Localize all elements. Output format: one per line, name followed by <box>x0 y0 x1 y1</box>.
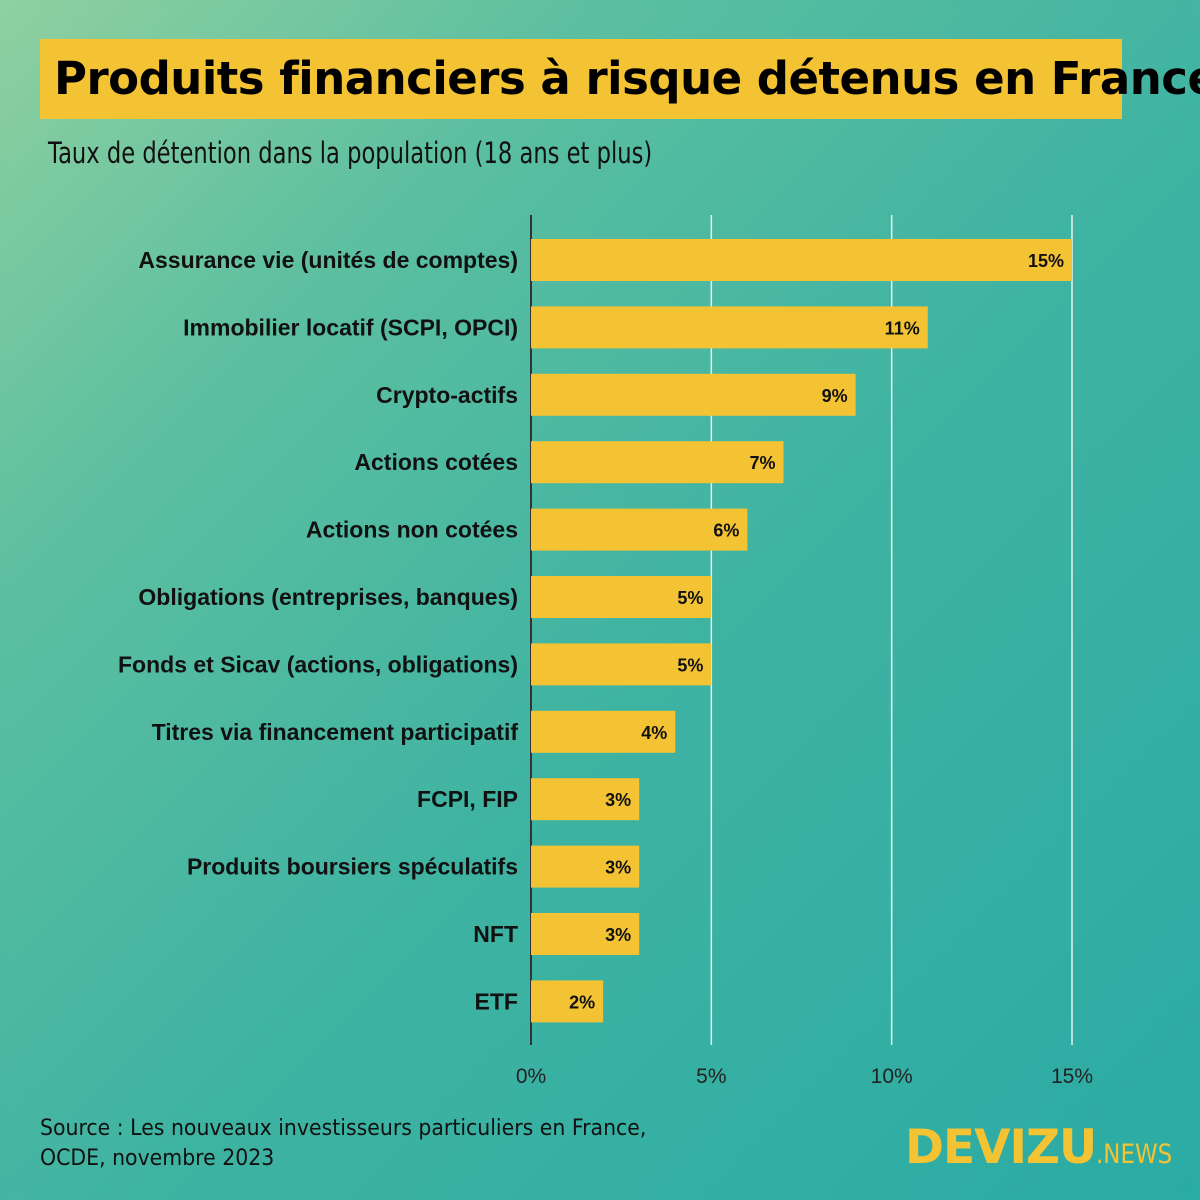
bar <box>531 643 712 686</box>
title-banner: Produits financiers à risque détenus en … <box>40 39 1200 119</box>
bar <box>531 239 1072 281</box>
category-label: Immobilier locatif (SCPI, OPCI) <box>183 314 518 340</box>
bar <box>531 306 928 349</box>
source-line-2: OCDE, novembre 2023 <box>40 1146 275 1171</box>
category-label: Titres via financement participatif <box>152 719 519 745</box>
bar <box>531 373 856 416</box>
data-label: 9% <box>822 386 848 406</box>
bar <box>531 980 604 1023</box>
data-label: 2% <box>569 992 595 1012</box>
category-label: Assurance vie (unités de comptes) <box>138 247 518 273</box>
data-label: 4% <box>641 723 667 743</box>
logo-suffix: .NEWS <box>1096 1139 1173 1170</box>
category-label: FCPI, FIP <box>417 786 518 812</box>
bar <box>531 913 640 955</box>
x-tick-label: 15% <box>1051 1065 1093 1088</box>
x-tick-label: 5% <box>696 1065 726 1088</box>
devizu-logo: DEVIZU.NEWS <box>905 1120 1186 1175</box>
bar <box>531 441 784 484</box>
data-label: 3% <box>605 925 631 945</box>
category-label: Fonds et Sicav (actions, obligations) <box>118 651 518 677</box>
data-label: 5% <box>677 588 703 608</box>
data-label: 11% <box>885 318 920 338</box>
bar <box>531 508 748 551</box>
data-label: 3% <box>605 858 631 878</box>
category-label: Actions non cotées <box>306 517 518 543</box>
category-label: NFT <box>473 921 518 947</box>
category-label: ETF <box>475 988 518 1014</box>
bar <box>531 710 676 753</box>
category-label: Crypto-actifs <box>376 382 518 408</box>
source-note: Source : Les nouveaux investisseurs part… <box>40 1114 646 1174</box>
category-label: Actions cotées <box>354 449 518 475</box>
x-tick-label: 0% <box>516 1065 546 1088</box>
data-label: 5% <box>677 655 703 675</box>
bar <box>531 845 640 888</box>
bar <box>531 576 712 618</box>
bar <box>531 778 640 821</box>
chart-subtitle: Taux de détention dans la population (18… <box>48 136 653 170</box>
data-label: 7% <box>749 453 775 473</box>
data-label: 15% <box>1028 251 1064 271</box>
chart-title: Produits financiers à risque détenus en … <box>54 52 1200 105</box>
data-label: 3% <box>605 790 631 810</box>
category-label: Obligations (entreprises, banques) <box>138 584 518 610</box>
logo-main: DEVIZU <box>905 1120 1097 1175</box>
x-tick-label: 10% <box>871 1065 913 1088</box>
source-line-1: Source : Les nouveaux investisseurs part… <box>40 1116 647 1141</box>
data-label: 6% <box>713 521 739 541</box>
category-label: Produits boursiers spéculatifs <box>187 854 518 880</box>
